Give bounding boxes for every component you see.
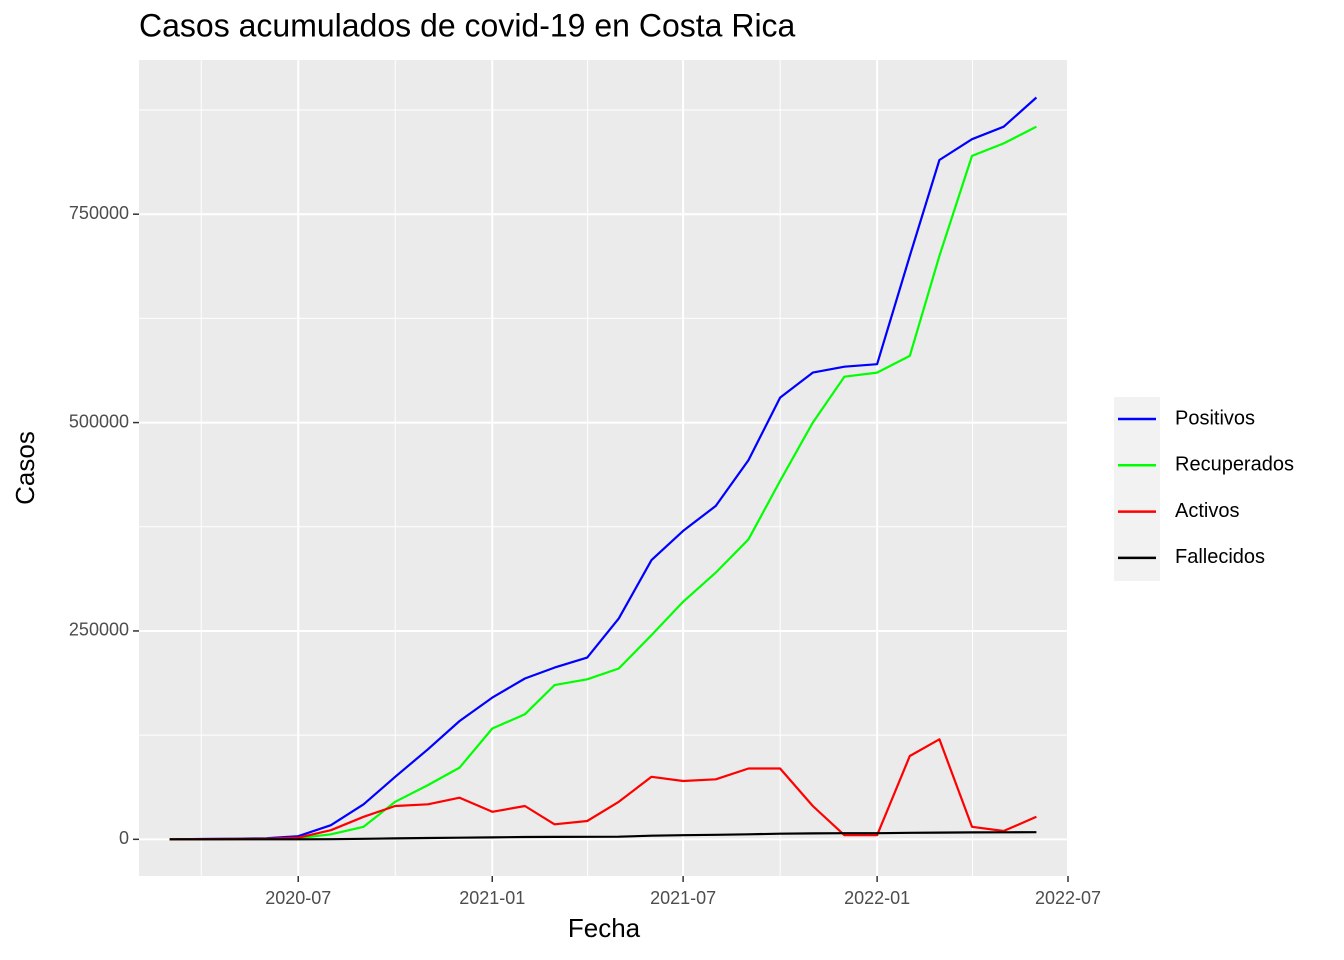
y-axis-title: Casos	[10, 431, 40, 505]
x-tick-label: 2021-01	[459, 888, 525, 908]
x-tick-label: 2021-07	[650, 888, 716, 908]
legend-key-bg	[1114, 397, 1160, 581]
chart-title: Casos acumulados de covid-19 en Costa Ri…	[139, 7, 796, 43]
series-line	[169, 831, 1037, 841]
series-line	[169, 125, 1037, 841]
x-tick-label: 2020-07	[265, 888, 331, 908]
legend-label: Fallecidos	[1175, 546, 1265, 568]
legend-label: Activos	[1175, 500, 1239, 522]
y-tick-label: 250000	[69, 620, 129, 640]
x-tick-label: 2022-07	[1035, 888, 1101, 908]
y-tick-label: 750000	[69, 203, 129, 223]
x-axis-title: Fecha	[568, 913, 641, 943]
legend-label: Positivos	[1175, 407, 1255, 429]
y-tick-label: 500000	[69, 411, 129, 431]
series-line	[169, 738, 1037, 841]
legend-label: Recuperados	[1175, 454, 1294, 476]
x-tick-label: 2022-01	[844, 888, 910, 908]
series-line	[169, 96, 1038, 841]
y-tick-label: 0	[119, 828, 129, 848]
panel	[139, 60, 1068, 876]
